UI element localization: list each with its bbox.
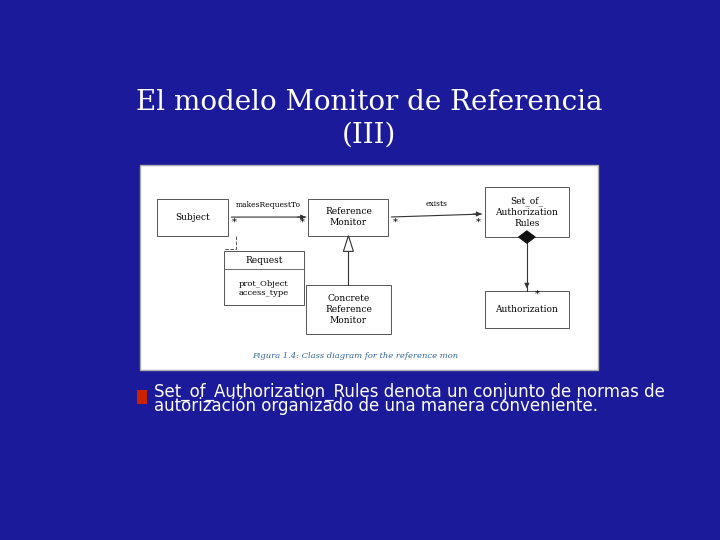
Polygon shape	[518, 231, 535, 244]
Text: autorización organizado de una manera conveniente.: autorización organizado de una manera co…	[154, 396, 598, 415]
Text: exists: exists	[426, 200, 447, 208]
Text: prot_Object
access_type: prot_Object access_type	[239, 280, 289, 298]
Bar	[308, 199, 389, 235]
Bar	[138, 390, 148, 404]
Text: Concrete
Reference
Monitor: Concrete Reference Monitor	[325, 294, 372, 325]
Text: *: *	[393, 218, 398, 227]
Text: Request: Request	[245, 256, 282, 265]
Text: *: *	[535, 290, 540, 299]
Text: *: *	[300, 218, 305, 227]
Text: Reference
Monitor: Reference Monitor	[325, 207, 372, 227]
Text: *: *	[475, 218, 480, 227]
Text: (III): (III)	[342, 122, 396, 149]
Text: *: *	[232, 218, 236, 227]
Text: Set_of_
Authorization
Rules: Set_of_ Authorization Rules	[495, 196, 558, 228]
Bar	[224, 251, 304, 305]
Polygon shape	[343, 235, 354, 252]
Bar	[306, 285, 391, 334]
Text: Set_of_Authorization_Rules denota un conjunto de normas de: Set_of_Authorization_Rules denota un con…	[154, 383, 665, 401]
Text: Figura 1.4: Class diagram for the reference mon: Figura 1.4: Class diagram for the refere…	[252, 352, 459, 360]
Bar	[485, 187, 570, 237]
Text: makesRequestTo: makesRequestTo	[236, 201, 301, 209]
Text: Subject: Subject	[176, 213, 210, 221]
Bar	[140, 165, 598, 370]
Bar	[158, 199, 228, 235]
Text: El modelo Monitor de Referencia: El modelo Monitor de Referencia	[136, 89, 602, 116]
Text: Authorization: Authorization	[495, 305, 558, 314]
Bar	[485, 291, 570, 328]
